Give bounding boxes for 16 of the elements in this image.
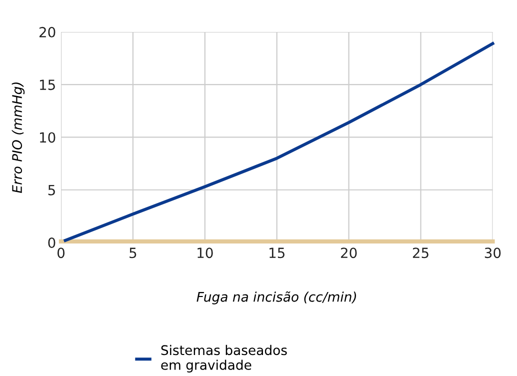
y-tick-label: 15 xyxy=(40,80,55,90)
line-series xyxy=(64,42,494,242)
x-tick-label: 25 xyxy=(412,248,428,258)
x-tick-label: 15 xyxy=(270,248,284,258)
x-tick-label: 20 xyxy=(340,248,357,258)
x-tick-label: 10 xyxy=(198,248,213,258)
y-tick-label: 10 xyxy=(40,132,56,143)
y-tick-label: 20 xyxy=(39,26,56,38)
x-tick-label: 5 xyxy=(130,248,136,258)
legend-label: Sistemas baseados em gravidade xyxy=(161,344,287,372)
y-tick-label: 5 xyxy=(48,185,55,196)
x-tick-label: 0 xyxy=(58,248,64,258)
y-axis-title: Erro PIO (mmHg) xyxy=(12,82,25,193)
y-tick-label: 0 xyxy=(48,237,56,248)
x-axis-title: Fuga na incisão (cc/min) xyxy=(196,291,356,304)
x-tick-label: 30 xyxy=(484,248,501,258)
